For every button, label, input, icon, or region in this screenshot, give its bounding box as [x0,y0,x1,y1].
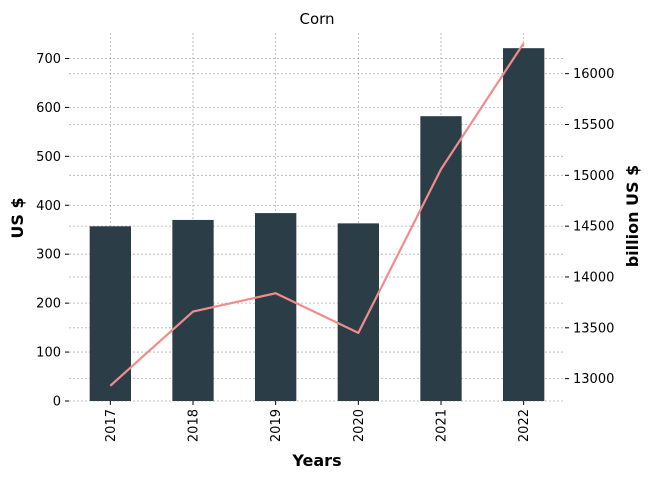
line-series [109,42,525,387]
right-tick-label: 13500 [573,321,614,336]
right-y-axis: 13000 13500 14000 14500 15000 15500 16000 [565,67,614,387]
right-tick-label: 13000 [573,372,614,387]
left-tick-label: 600 [36,101,61,116]
bar-2017 [89,226,131,401]
left-tick-label: 0 [53,395,61,410]
left-tick-label: 700 [36,52,61,67]
left-tick-label: 400 [36,199,61,214]
x-tick-label: 2017 [104,409,119,442]
left-tick-label: 200 [36,297,61,312]
line-path [109,42,525,387]
x-tick-label: 2021 [435,409,450,442]
right-tick-label: 14000 [573,270,614,285]
left-tick-label: 100 [36,346,61,361]
right-tick-label: 14500 [573,220,614,235]
left-tick-label: 300 [36,248,61,263]
right-tick-label: 15000 [573,169,614,184]
x-tick-label: 2018 [187,409,202,442]
bar-2019 [255,213,297,401]
chart-title: Corn [299,10,334,28]
x-tick-label: 2019 [269,409,284,442]
left-y-axis: 0 100 200 300 400 500 600 700 [36,52,69,410]
grid-lines [69,33,565,402]
right-tick-label: 15500 [573,118,614,133]
bar-2022 [503,48,545,401]
x-axis: 2017 2018 2019 2020 2021 2022 [104,401,532,442]
right-tick-label: 16000 [573,67,614,82]
bar-2021 [420,116,462,401]
y2-axis-title: billion US $ [623,165,642,268]
x-tick-label: 2022 [517,409,532,442]
x-axis-title: Years [291,451,341,470]
bar-2020 [337,223,379,401]
x-tick-label: 2020 [352,409,367,442]
y-axis-title: US $ [8,197,27,238]
left-tick-label: 500 [36,150,61,165]
bar-series [89,48,545,401]
